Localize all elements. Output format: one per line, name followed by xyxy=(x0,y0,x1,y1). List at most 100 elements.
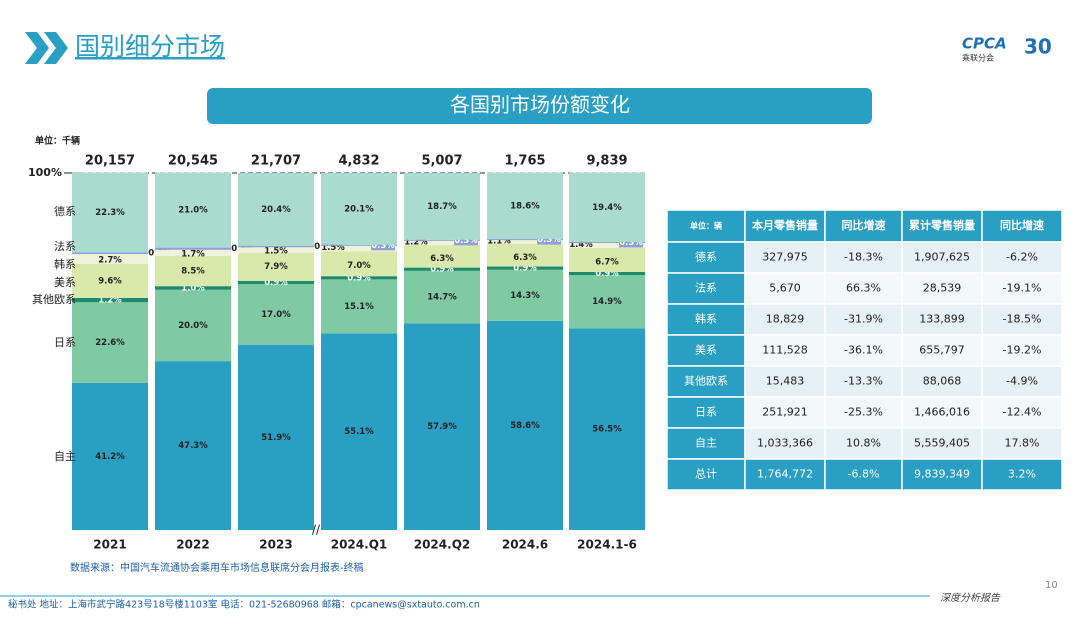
table-text: 28,539 xyxy=(923,282,962,295)
value-label: 0.9% xyxy=(347,273,371,283)
value-label: 9.6% xyxy=(98,276,122,286)
table-cell xyxy=(824,334,903,367)
table-cell xyxy=(666,365,746,398)
bar-segment xyxy=(155,249,231,256)
table-cell xyxy=(744,396,826,429)
table-text: 单位：辆 xyxy=(690,221,722,231)
bar-segment xyxy=(404,240,480,246)
bar-segment xyxy=(404,270,480,324)
value-label: 51.9% xyxy=(261,433,291,443)
table-cell xyxy=(744,334,826,367)
table-text: 1,764,772 xyxy=(757,468,813,481)
total-label: 20,157 xyxy=(85,154,135,169)
value-label: 0.9% xyxy=(595,269,619,279)
value-label: 14.3% xyxy=(510,291,540,301)
table-text: -6.2% xyxy=(1006,251,1038,264)
label-bg xyxy=(371,240,395,251)
bar-segment xyxy=(238,173,314,246)
page-number: 10 xyxy=(1045,580,1058,591)
banner: 各国别市场份额变化 xyxy=(450,93,630,117)
table-cell xyxy=(744,209,826,243)
bar-segment xyxy=(404,173,480,240)
page-title: 国别细分市场 xyxy=(75,32,225,61)
bar-segment xyxy=(238,280,314,285)
bar-segment xyxy=(487,240,563,245)
table-text: 9,839,349 xyxy=(914,468,970,481)
value-label: 20.4% xyxy=(261,205,291,215)
x-tick-label: 2022 xyxy=(176,538,209,552)
table-text: 德系 xyxy=(695,250,717,264)
value-label: 2.7% xyxy=(98,255,122,265)
legend-label: 韩系 xyxy=(54,257,76,271)
x-tick-label: 2024.6 xyxy=(502,538,548,552)
label-bg xyxy=(619,237,643,248)
value-label: 57.9% xyxy=(427,422,457,432)
table-text: 111,528 xyxy=(762,344,808,357)
value-label: 47.3% xyxy=(178,441,208,451)
table-cell xyxy=(981,334,1063,367)
value-label: 55.1% xyxy=(344,427,374,437)
table-cell xyxy=(744,427,826,460)
bar-segment xyxy=(487,239,563,241)
value-label: 1.5% xyxy=(264,246,288,256)
banner-bg xyxy=(207,88,872,124)
value-label: 1.2% xyxy=(404,237,428,247)
total-label: 21,707 xyxy=(251,154,301,169)
value-label: 22.3% xyxy=(95,208,125,218)
legend-label: 日系 xyxy=(54,336,76,349)
table-text: 5,559,405 xyxy=(914,437,970,450)
value-label: 0.9% xyxy=(264,278,288,288)
value-label: 1.4% xyxy=(569,240,593,250)
bar-segment xyxy=(321,245,397,252)
bar-segment xyxy=(72,263,148,298)
value-label: 18.6% xyxy=(510,201,540,211)
table-text: 同比增速 xyxy=(1000,218,1044,232)
total-label: 4,832 xyxy=(338,154,379,169)
value-label: 1.2% xyxy=(98,296,122,306)
value-label: 58.6% xyxy=(510,421,540,431)
table-text: 本月零售销量 xyxy=(752,218,818,232)
table-cell xyxy=(981,209,1063,243)
value-label: 41.2% xyxy=(95,452,125,462)
value-label: 21.0% xyxy=(178,206,208,216)
table-text: 自主 xyxy=(695,437,717,450)
bar-segment xyxy=(404,239,480,241)
value-label: 14.9% xyxy=(592,297,622,307)
table-text: -18.3% xyxy=(844,251,883,264)
value-label: 14.7% xyxy=(427,293,457,303)
total-label: 9,839 xyxy=(586,154,627,169)
table-cell xyxy=(901,365,983,398)
table-text: -36.1% xyxy=(844,344,883,357)
total-label: 1,765 xyxy=(504,154,545,169)
footer-report: 深度分析报告 xyxy=(940,592,1001,604)
value-label: 1.7% xyxy=(181,249,205,259)
value-label: 6.3% xyxy=(430,254,454,264)
value-label: 0.9% xyxy=(430,265,454,275)
value-label: 19.4% xyxy=(592,203,622,213)
bar-segment xyxy=(72,297,148,303)
table-text: 5,670 xyxy=(769,282,801,295)
bar-segment xyxy=(155,255,231,287)
bar-segment xyxy=(569,172,645,242)
label-bg xyxy=(454,235,478,246)
bar-segment xyxy=(72,254,148,264)
table-text: -4.9% xyxy=(1006,375,1038,388)
bar-segment xyxy=(321,276,397,280)
bar-segment xyxy=(321,173,397,245)
total-label: 20,545 xyxy=(168,154,218,169)
table-text: 法系 xyxy=(695,281,717,295)
table-text: 累计零售销量 xyxy=(909,218,975,232)
value-label: 7.0% xyxy=(347,261,371,271)
table-text: 10.8% xyxy=(846,437,881,450)
table-text: 327,975 xyxy=(762,251,808,264)
anniversary: 30 xyxy=(1024,35,1052,59)
table-text: 韩系 xyxy=(695,312,717,326)
bar-segment xyxy=(238,247,314,253)
bar-segment xyxy=(72,382,148,530)
bar-segment xyxy=(569,328,645,530)
table-text: 88,068 xyxy=(923,375,962,388)
legend-label: 德系 xyxy=(54,204,76,218)
table-text: 同比增速 xyxy=(842,218,886,232)
table-text: -19.1% xyxy=(1003,282,1042,295)
